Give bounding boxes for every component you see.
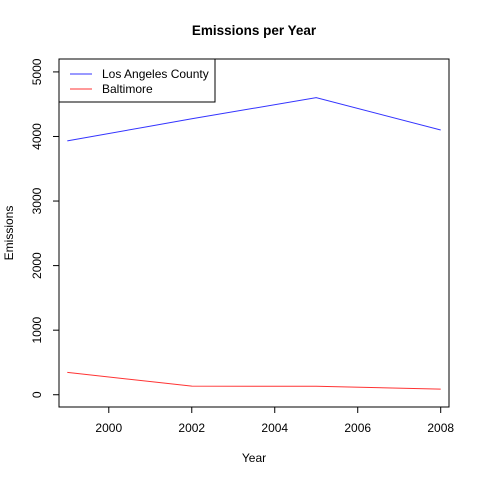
legend-box — [58, 58, 216, 103]
chart-title: Emissions per Year — [192, 23, 317, 38]
x-tick-label-2004: 2004 — [261, 421, 288, 435]
plot-area-frame — [58, 58, 450, 408]
y-tick-label-4000: 4000 — [30, 123, 44, 150]
x-tick-label-2002: 2002 — [178, 421, 205, 435]
y-tick-label-1000: 1000 — [30, 316, 44, 343]
y-tick-label-2000: 2000 — [30, 252, 44, 279]
x-axis: 2000 2002 2004 2006 2008 — [95, 407, 454, 435]
y-tick-label-3000: 3000 — [30, 187, 44, 214]
x-tick-label-2000: 2000 — [95, 421, 122, 435]
x-axis-label: Year — [242, 451, 266, 465]
x-tick-label-2006: 2006 — [344, 421, 371, 435]
y-axis-label: Emissions — [2, 206, 16, 261]
y-tick-label-0: 0 — [30, 391, 44, 398]
y-tick-label-5000: 5000 — [30, 58, 44, 85]
series-line-baltimore — [67, 371, 441, 390]
y-axis: 0 1000 2000 3000 4000 5000 — [30, 58, 59, 398]
legend-label-los-angeles-county: Los Angeles County — [102, 67, 209, 81]
x-tick-label-2008: 2008 — [427, 421, 454, 435]
legend-label-baltimore: Baltimore — [102, 82, 153, 96]
series-layer — [67, 97, 441, 390]
series-line-los-angeles-county — [67, 97, 441, 142]
